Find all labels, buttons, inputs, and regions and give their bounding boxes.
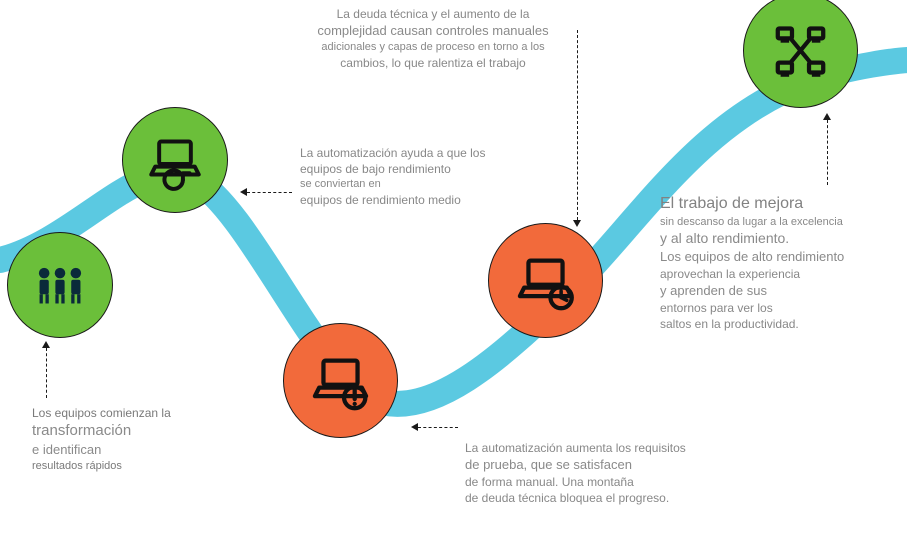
n1-node (7, 232, 113, 338)
caption-t4-line: adicionales y capas de proceso en torno … (268, 40, 598, 55)
leader-4-arrow (823, 113, 831, 120)
caption-t2-line: se conviertan en (300, 177, 550, 192)
laptop-clock-icon (510, 245, 581, 316)
caption-t5: El trabajo de mejorasin descanso da luga… (660, 193, 900, 332)
caption-t5-line: El trabajo de mejora (660, 193, 900, 215)
leader-0-arrow (42, 341, 50, 348)
caption-t5-line: entornos para ver los (660, 300, 900, 316)
caption-t5-line: Los equipos de alto rendimiento (660, 248, 900, 266)
leader-1 (247, 192, 292, 193)
leader-3-arrow (573, 220, 581, 227)
network-icon (765, 15, 836, 86)
caption-t4-line: cambios, lo que ralentiza el trabajo (268, 55, 598, 71)
caption-t3-line: de forma manual. Una montaña (465, 474, 785, 490)
caption-t1-line: transformación (32, 421, 262, 441)
caption-t3: La automatización aumenta los requisitos… (465, 440, 785, 506)
laptop-alert-icon (305, 345, 376, 416)
people-icon (27, 252, 93, 318)
caption-t4: La deuda técnica y el aumento de lacompl… (268, 6, 598, 71)
caption-t4-line: complejidad causan controles manuales (268, 22, 598, 40)
caption-t2-line: equipos de bajo rendimiento (300, 161, 550, 177)
n3-node (283, 323, 398, 438)
caption-t2: La automatización ayuda a que losequipos… (300, 145, 550, 208)
caption-t1-line: e identifican (32, 441, 262, 459)
caption-t1: Los equipos comienzan latransformacióne … (32, 405, 262, 474)
leader-3 (577, 30, 578, 220)
caption-t3-line: La automatización aumenta los requisitos (465, 440, 785, 456)
leader-1-arrow (240, 188, 247, 196)
caption-t3-line: de prueba, que se satisfacen (465, 456, 785, 474)
caption-t2-line: equipos de rendimiento medio (300, 192, 550, 208)
leader-2-arrow (411, 423, 418, 431)
n5-node (743, 0, 858, 108)
caption-t5-line: sin descanso da lugar a la excelencia (660, 215, 900, 230)
caption-t5-line: aprovechan la experiencia (660, 266, 900, 282)
caption-t5-line: saltos en la productividad. (660, 316, 900, 332)
caption-t5-line: y aprenden de sus (660, 282, 900, 300)
leader-0 (46, 348, 47, 398)
leader-2 (418, 427, 458, 428)
n4-node (488, 223, 603, 338)
n2-node (122, 107, 228, 213)
caption-t4-line: La deuda técnica y el aumento de la (268, 6, 598, 22)
laptop-refresh-icon (142, 127, 208, 193)
caption-t3-line: de deuda técnica bloquea el progreso. (465, 490, 785, 506)
caption-t2-line: La automatización ayuda a que los (300, 145, 550, 161)
caption-t1-line: resultados rápidos (32, 459, 262, 474)
caption-t1-line: Los equipos comienzan la (32, 405, 262, 421)
caption-t5-line: y al alto rendimiento. (660, 229, 900, 248)
leader-4 (827, 120, 828, 185)
